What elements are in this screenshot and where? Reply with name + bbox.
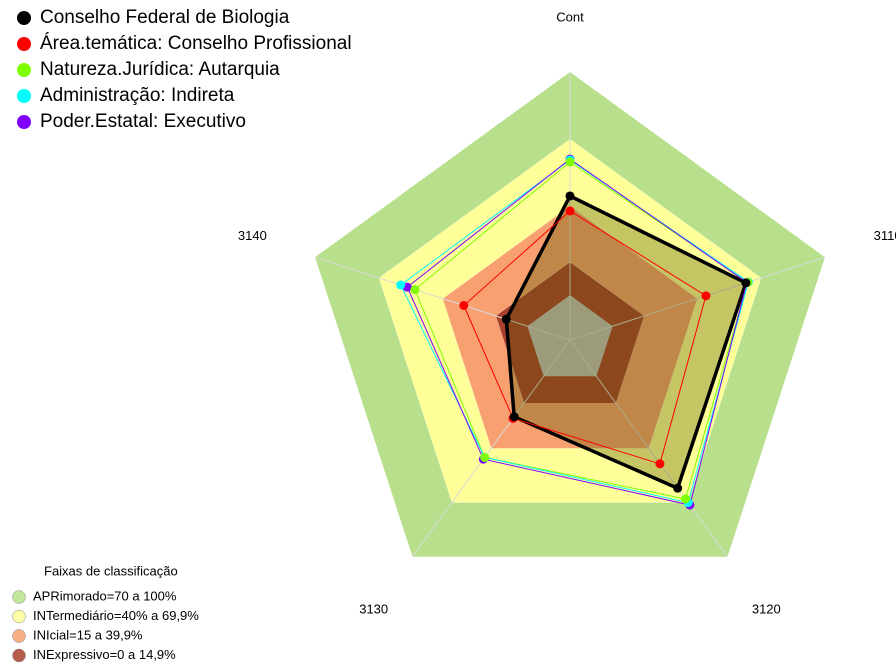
legend-marker [17,11,31,25]
series-point [565,157,575,167]
band-legend-label: INTermediário=40% a 69,9% [33,608,199,623]
legend-marker [17,37,31,51]
series-point [480,452,490,462]
series-point [655,459,665,469]
legend-label: Poder.Estatal: Executivo [40,111,246,132]
legend-marker [17,115,31,129]
band-legend-marker [12,609,26,624]
legend-marker [17,89,31,103]
axis-label: 3140 [238,228,267,243]
axis-label: 3120 [752,602,781,617]
axis-label: Cont [556,9,584,24]
band [315,72,825,557]
axis-label: 3130 [359,602,388,617]
series-point [459,300,469,310]
spoke [314,256,571,341]
series-point [673,483,683,493]
series-point [509,412,519,422]
band-legend-label: INIcial=15 a 39,9% [33,627,143,642]
band-legend-label: APRimorado=70 a 100% [33,588,177,603]
spoke [569,339,728,558]
series-point [501,314,511,324]
series-line [400,159,749,504]
band [495,262,645,404]
band-legend-label: INExpressivo=0 a 14,9% [33,647,176,662]
series-point [741,278,751,288]
band [442,206,698,449]
spoke [412,339,571,558]
series-point [410,285,420,295]
bands-title: Faixas de classificação [44,563,178,578]
spoke [569,256,826,341]
series-point [565,206,575,216]
band-legend-marker [12,590,26,604]
series-line [406,158,748,506]
series-point [565,191,575,201]
axis-label: 3110 [874,228,896,243]
series-line [463,210,707,465]
legend-label: Natureza.Jurídica: Autarquia [40,59,280,80]
legend-label: Conselho Federal de Biologia [40,7,290,28]
band-legend-marker [12,648,26,663]
series-point [396,280,406,290]
series-line [504,193,749,491]
series-point [681,494,691,504]
series-point [701,291,711,301]
legend-label: Administração: Indireta [40,85,235,106]
legend-marker [17,63,31,77]
legend-label: Área.temática: Conselho Profissional [40,33,352,54]
band-legend-marker [12,629,26,643]
